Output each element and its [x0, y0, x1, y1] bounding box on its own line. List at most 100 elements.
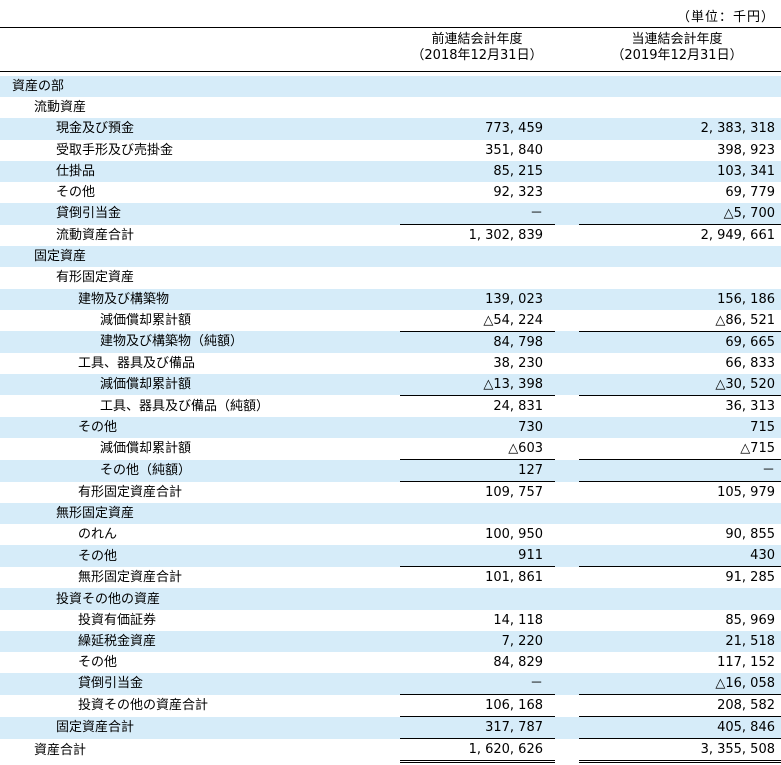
- row-label: 現金及び預金: [0, 118, 400, 140]
- row-label: 減価償却累計額: [100, 441, 192, 457]
- curr-value: 430: [579, 545, 781, 567]
- curr-value: 36, 313: [579, 394, 781, 417]
- table-row: 固定資産: [0, 246, 781, 268]
- row-label: 工具、器具及び備品（純額）: [100, 398, 270, 414]
- table-row: 仕掛品 85, 215 103, 341: [0, 160, 781, 182]
- curr-value: △5, 700: [579, 203, 781, 225]
- column-gap: [555, 482, 579, 504]
- column-gap: [555, 160, 579, 182]
- column-gap: [555, 288, 579, 310]
- balance-sheet-body: 資産の部 流動資産 現金及び預金 773, 459 2, 383, 318 受取手形及び売…: [0, 76, 781, 764]
- curr-value: [579, 588, 781, 610]
- curr-value: 405, 846: [579, 716, 781, 739]
- curr-value: 85, 969: [725, 612, 775, 628]
- table-row: 流動資産合計 1, 302, 839 2, 949, 661: [0, 224, 781, 247]
- prev-period-title: 前連結会計年度: [431, 32, 523, 47]
- curr-value: 69, 665: [579, 330, 781, 353]
- table-row: その他 92, 323 69, 779: [0, 182, 781, 203]
- curr-value: △16, 058: [579, 673, 781, 695]
- table-row: 流動資産: [0, 97, 781, 118]
- row-label: 繰延税金資産: [0, 630, 400, 652]
- prev-value: 7, 220: [400, 630, 555, 652]
- row-label: 建物及び構築物: [0, 288, 400, 310]
- prev-value: [400, 503, 555, 525]
- prev-period-date: （2018年12月31日）: [411, 48, 543, 63]
- column-gap: [555, 588, 579, 610]
- row-label: その他: [0, 416, 400, 439]
- curr-value: [579, 97, 781, 118]
- prev-value: 38, 230: [493, 355, 543, 371]
- prev-value: 1, 302, 839: [400, 224, 555, 247]
- row-label: 資産の部: [0, 76, 400, 98]
- prev-value: 14, 118: [493, 612, 543, 628]
- prev-value: [400, 97, 555, 118]
- prev-value: △603: [508, 441, 543, 457]
- table-row: 減価償却累計額 △603 △715: [0, 438, 781, 460]
- table-row: 受取手形及び売掛金 351, 840 398, 923: [0, 140, 781, 161]
- table-row: 現金及び預金 773, 459 2, 383, 318: [0, 118, 781, 140]
- prev-value: [400, 246, 555, 268]
- curr-value: △715: [740, 441, 775, 457]
- row-label: 投資有価証券: [78, 612, 157, 628]
- column-gap: [555, 331, 579, 353]
- curr-value: 103, 341: [579, 160, 781, 182]
- column-gap: [555, 503, 579, 525]
- column-gap: [555, 373, 579, 396]
- prev-value: [400, 267, 555, 288]
- table-row: 建物及び構築物（純額） 84, 798 69, 665: [0, 330, 781, 353]
- row-label: 工具、器具及び備品: [78, 355, 196, 371]
- curr-value: 90, 855: [725, 527, 775, 543]
- curr-value: [579, 267, 781, 288]
- column-gap: [555, 395, 579, 417]
- curr-value: [579, 246, 781, 268]
- column-gap: [555, 438, 579, 460]
- column-gap: [555, 459, 579, 482]
- curr-value: △30, 520: [579, 373, 781, 396]
- prev-value: [400, 76, 555, 98]
- row-label: その他: [56, 185, 96, 201]
- table-row: 工具、器具及び備品（純額） 24, 831 36, 313: [0, 394, 781, 417]
- curr-value: [579, 76, 781, 98]
- table-row: 減価償却累計額 △13, 398 △30, 520: [0, 373, 781, 396]
- curr-value: [579, 503, 781, 525]
- column-gap: [555, 545, 579, 567]
- prev-value: 773, 459: [400, 118, 555, 140]
- curr-period-title: 当連結会計年度: [631, 32, 723, 47]
- prev-value: 1, 620, 626: [400, 738, 555, 764]
- table-row: 投資その他の資産合計 106, 168 208, 582: [0, 694, 781, 717]
- row-label: 減価償却累計額: [100, 312, 192, 328]
- column-gap: [555, 524, 579, 545]
- prev-value: 351, 840: [485, 142, 543, 158]
- column-gap: [555, 353, 579, 374]
- prev-value: －: [400, 673, 555, 695]
- column-gap: [555, 695, 579, 717]
- column-gap: [555, 739, 579, 762]
- curr-period-date: （2019年12月31日）: [611, 48, 743, 63]
- column-gap: [555, 416, 579, 439]
- table-row: 資産合計 1, 620, 626 3, 355, 508: [0, 738, 781, 764]
- curr-value: 3, 355, 508: [579, 738, 781, 764]
- row-label: 有形固定資産: [56, 270, 135, 286]
- table-row: その他 730 715: [0, 416, 781, 439]
- column-gap: [555, 716, 579, 739]
- row-label: その他: [0, 545, 400, 567]
- table-row: 投資有価証券 14, 118 85, 969: [0, 610, 781, 631]
- curr-value: 156, 186: [579, 288, 781, 310]
- table-row: 工具、器具及び備品 38, 230 66, 833: [0, 353, 781, 374]
- row-label: その他: [78, 655, 118, 671]
- table-row: その他 911 430: [0, 545, 781, 567]
- prev-value: 101, 861: [400, 566, 555, 589]
- prev-value: 100, 950: [485, 527, 543, 543]
- table-row: のれん 100, 950 90, 855: [0, 524, 781, 545]
- table-row: その他 84, 829 117, 152: [0, 652, 781, 673]
- table-row: 無形固定資産: [0, 503, 781, 525]
- prev-value: △13, 398: [400, 373, 555, 396]
- table-row: 建物及び構築物 139, 023 156, 186: [0, 288, 781, 310]
- column-gap: [555, 310, 579, 332]
- prev-value: 84, 829: [493, 655, 543, 671]
- row-label: 流動資産合計: [56, 227, 135, 243]
- row-label: 貸倒引当金: [0, 673, 400, 695]
- curr-value: 2, 949, 661: [579, 224, 781, 247]
- curr-value: 117, 152: [717, 655, 775, 671]
- column-gap: [555, 118, 579, 140]
